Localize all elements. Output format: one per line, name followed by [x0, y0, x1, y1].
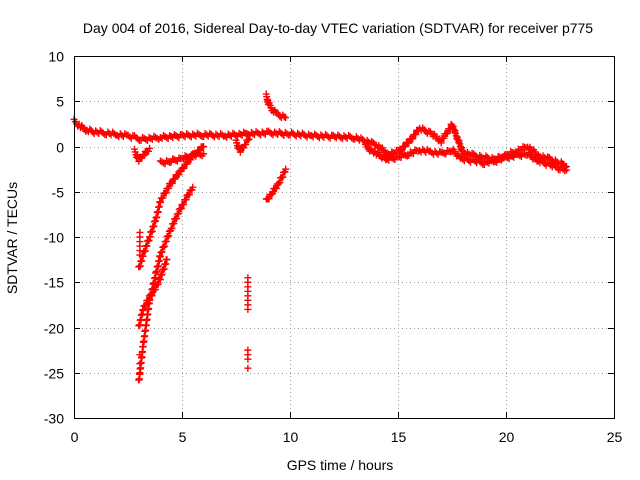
- data-point: [151, 285, 159, 293]
- data-point: [433, 149, 441, 157]
- ticks: 0 5 10 15 20 25 -30 -25 -20 -15 -10 -5 0 5 10: [44, 49, 623, 446]
- x-tick-label: 25: [607, 429, 623, 445]
- data-point: [142, 301, 150, 309]
- data-point: [135, 157, 143, 165]
- data-point: [121, 130, 129, 138]
- data-point: [465, 157, 473, 165]
- x-tick-label: 10: [283, 429, 299, 445]
- x-tick-label: 5: [179, 429, 187, 445]
- data-point: [197, 151, 205, 159]
- plot-frame: [74, 56, 615, 419]
- data-point: [405, 139, 413, 147]
- data-point: [186, 154, 194, 162]
- y-tick-label: 5: [56, 94, 64, 110]
- data-point: [437, 139, 445, 147]
- data-point: [391, 156, 399, 164]
- data-point: [156, 199, 164, 207]
- data-point: [182, 196, 190, 204]
- data-point: [562, 166, 570, 174]
- data-point: [268, 190, 276, 198]
- data-point: [240, 128, 248, 136]
- chart-title: Day 004 of 2016, Sidereal Day-to-day VTE…: [83, 20, 593, 36]
- data-point: [200, 150, 208, 158]
- y-tick-label: -25: [44, 366, 64, 382]
- data-point: [282, 114, 290, 122]
- y-tick-label: -10: [44, 230, 64, 246]
- data-point: [183, 153, 191, 161]
- y-tick-label: -15: [44, 275, 64, 291]
- data-point: [265, 195, 273, 203]
- y-tick-label: 10: [48, 49, 64, 65]
- data-point: [245, 135, 253, 143]
- data-point: [185, 191, 193, 199]
- y-tick-label: 0: [56, 140, 64, 156]
- data-point: [175, 171, 183, 179]
- data-point: [163, 256, 171, 264]
- data-point: [444, 129, 451, 137]
- data-point: [132, 133, 140, 141]
- data-point: [168, 179, 176, 187]
- data-point: [200, 143, 208, 150]
- data-point: [162, 189, 170, 197]
- data-point: [283, 130, 291, 138]
- y-tick-label: -5: [52, 185, 65, 201]
- data-point: [148, 292, 156, 300]
- data-point: [99, 129, 107, 137]
- data-point: [412, 131, 420, 139]
- data-point: [171, 175, 179, 183]
- x-tick-label: 20: [499, 429, 515, 445]
- data-point: [189, 183, 197, 191]
- data-point: [279, 173, 287, 181]
- data-point: [139, 307, 147, 315]
- data-point: [244, 364, 252, 372]
- data-point: [136, 351, 144, 359]
- data-point: [169, 155, 177, 163]
- data-point: [242, 141, 250, 149]
- data-point: [183, 160, 191, 168]
- data-point: [146, 144, 154, 152]
- data-point: [272, 184, 280, 192]
- data-point: [440, 134, 448, 142]
- data-point: [170, 156, 178, 164]
- data-point: [180, 164, 188, 172]
- data-point: [401, 142, 409, 150]
- data-point: [398, 146, 406, 154]
- data-point: [261, 130, 269, 138]
- data-point: [197, 131, 205, 139]
- data-point: [244, 305, 252, 313]
- data-point: [236, 148, 244, 156]
- data-point: [136, 360, 144, 368]
- data-point: [409, 135, 417, 143]
- data-point: [282, 165, 290, 173]
- data-point: [561, 167, 569, 175]
- data-point: [144, 296, 152, 304]
- y-axis-label: SDTVAR / TECUs: [4, 182, 20, 294]
- y-tick-label: -20: [44, 321, 64, 337]
- data-point: [136, 369, 144, 377]
- data-point: [276, 178, 284, 186]
- data-point: [510, 153, 518, 161]
- data-point: [180, 200, 188, 208]
- data-point: [305, 130, 313, 138]
- data-point: [244, 355, 252, 363]
- data-point: [175, 134, 183, 142]
- data-point: [159, 194, 167, 202]
- data-point: [154, 280, 162, 288]
- data-point: [140, 152, 148, 160]
- grid: [74, 56, 614, 418]
- data-point: [348, 134, 356, 142]
- data-point: [134, 135, 142, 143]
- x-tick-label: 0: [71, 429, 79, 445]
- data-points: [70, 90, 570, 384]
- data-point: [218, 131, 226, 139]
- data-point: [165, 184, 173, 192]
- data-point: [269, 189, 277, 197]
- y-tick-label: -30: [44, 411, 64, 427]
- data-point: [181, 152, 189, 160]
- data-point: [136, 251, 144, 259]
- data-point: [244, 136, 252, 144]
- x-tick-label: 15: [391, 429, 407, 445]
- x-axis-label: GPS time / hours: [287, 457, 394, 473]
